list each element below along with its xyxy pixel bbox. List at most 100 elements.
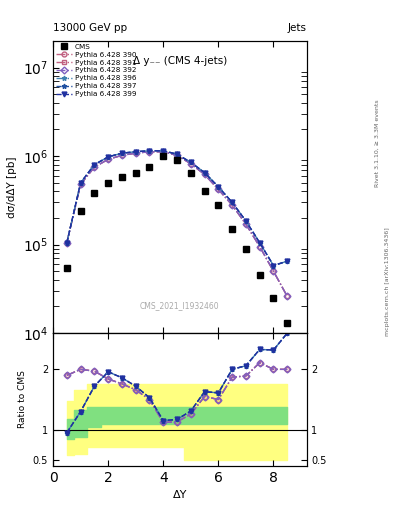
Pythia 6.428 390 — [64, 240, 69, 246]
Pythia 6.428 391 — [216, 186, 221, 193]
Pythia 6.428 399 — [174, 151, 179, 157]
Pythia 6.428 399 — [147, 147, 152, 154]
Pythia 6.428 397 — [174, 151, 179, 157]
Text: mcplots.cern.ch [arXiv:1306.3436]: mcplots.cern.ch [arXiv:1306.3436] — [385, 227, 389, 336]
CMS — [202, 188, 207, 195]
CMS — [271, 295, 276, 301]
Line: Pythia 6.428 390: Pythia 6.428 390 — [64, 150, 290, 299]
CMS — [285, 320, 290, 326]
Pythia 6.428 391 — [271, 268, 276, 274]
Pythia 6.428 392 — [64, 240, 69, 246]
Pythia 6.428 396 — [257, 240, 262, 246]
Pythia 6.428 396 — [216, 184, 221, 190]
CMS — [119, 174, 124, 180]
Pythia 6.428 396 — [285, 258, 290, 264]
X-axis label: ΔY: ΔY — [173, 490, 187, 500]
Pythia 6.428 390 — [174, 152, 179, 158]
Pythia 6.428 399 — [92, 162, 97, 168]
CMS — [230, 226, 235, 232]
Pythia 6.428 392 — [106, 156, 110, 162]
Pythia 6.428 390 — [161, 148, 165, 155]
Pythia 6.428 397 — [161, 147, 165, 154]
Line: CMS: CMS — [64, 153, 290, 326]
Pythia 6.428 396 — [244, 218, 248, 224]
Pythia 6.428 391 — [106, 156, 110, 162]
Pythia 6.428 397 — [119, 150, 124, 156]
Pythia 6.428 392 — [119, 152, 124, 158]
Pythia 6.428 391 — [92, 164, 97, 170]
Pythia 6.428 397 — [78, 180, 83, 186]
Line: Pythia 6.428 397: Pythia 6.428 397 — [64, 148, 290, 268]
Pythia 6.428 396 — [78, 180, 83, 186]
Pythia 6.428 391 — [230, 202, 235, 208]
Pythia 6.428 392 — [230, 202, 235, 208]
Pythia 6.428 391 — [189, 161, 193, 167]
Pythia 6.428 397 — [147, 147, 152, 154]
Pythia 6.428 392 — [271, 268, 276, 274]
CMS — [106, 180, 110, 186]
Pythia 6.428 396 — [189, 159, 193, 165]
CMS — [147, 164, 152, 170]
CMS — [133, 169, 138, 176]
Pythia 6.428 390 — [257, 244, 262, 250]
Pythia 6.428 397 — [230, 199, 235, 205]
Pythia 6.428 390 — [92, 164, 97, 170]
Pythia 6.428 399 — [161, 147, 165, 154]
Pythia 6.428 399 — [230, 199, 235, 205]
Pythia 6.428 399 — [106, 154, 110, 160]
Pythia 6.428 390 — [106, 156, 110, 162]
Pythia 6.428 396 — [106, 154, 110, 160]
CMS — [174, 157, 179, 163]
Pythia 6.428 391 — [285, 293, 290, 300]
CMS — [92, 190, 97, 197]
Pythia 6.428 391 — [244, 221, 248, 227]
Pythia 6.428 396 — [147, 147, 152, 154]
Pythia 6.428 396 — [119, 150, 124, 156]
Pythia 6.428 392 — [174, 152, 179, 158]
Pythia 6.428 390 — [119, 152, 124, 158]
Pythia 6.428 396 — [230, 199, 235, 205]
Pythia 6.428 390 — [230, 202, 235, 208]
Pythia 6.428 397 — [92, 162, 97, 168]
Pythia 6.428 392 — [161, 148, 165, 155]
Pythia 6.428 390 — [189, 161, 193, 167]
Y-axis label: dσ/dΔY [pb]: dσ/dΔY [pb] — [7, 156, 17, 218]
CMS — [216, 202, 221, 208]
Y-axis label: Ratio to CMS: Ratio to CMS — [18, 371, 27, 429]
Pythia 6.428 392 — [78, 181, 83, 187]
Pythia 6.428 391 — [257, 244, 262, 250]
Pythia 6.428 397 — [106, 154, 110, 160]
Pythia 6.428 392 — [133, 150, 138, 156]
Pythia 6.428 399 — [202, 169, 207, 176]
Pythia 6.428 397 — [244, 218, 248, 224]
Pythia 6.428 399 — [216, 184, 221, 190]
Pythia 6.428 399 — [189, 159, 193, 165]
Pythia 6.428 391 — [202, 172, 207, 178]
Pythia 6.428 392 — [202, 172, 207, 178]
CMS — [257, 272, 262, 279]
Pythia 6.428 399 — [257, 240, 262, 246]
Pythia 6.428 396 — [92, 162, 97, 168]
Pythia 6.428 390 — [133, 150, 138, 156]
CMS — [189, 169, 193, 176]
Pythia 6.428 390 — [285, 293, 290, 300]
Pythia 6.428 392 — [92, 164, 97, 170]
Pythia 6.428 396 — [64, 240, 69, 246]
Line: Pythia 6.428 399: Pythia 6.428 399 — [64, 148, 290, 268]
Text: CMS_2021_I1932460: CMS_2021_I1932460 — [140, 301, 220, 310]
Text: Jets: Jets — [288, 23, 307, 33]
Pythia 6.428 390 — [147, 148, 152, 155]
Pythia 6.428 392 — [216, 186, 221, 193]
Line: Pythia 6.428 392: Pythia 6.428 392 — [64, 150, 290, 299]
Pythia 6.428 390 — [78, 181, 83, 187]
CMS — [78, 208, 83, 214]
Pythia 6.428 399 — [64, 240, 69, 246]
Pythia 6.428 392 — [257, 244, 262, 250]
Pythia 6.428 397 — [216, 184, 221, 190]
Text: Δ y₋₋ (CMS 4-jets): Δ y₋₋ (CMS 4-jets) — [133, 56, 227, 66]
Pythia 6.428 397 — [257, 240, 262, 246]
Text: 13000 GeV pp: 13000 GeV pp — [53, 23, 127, 33]
Pythia 6.428 399 — [133, 148, 138, 155]
Pythia 6.428 396 — [161, 147, 165, 154]
Pythia 6.428 392 — [189, 161, 193, 167]
